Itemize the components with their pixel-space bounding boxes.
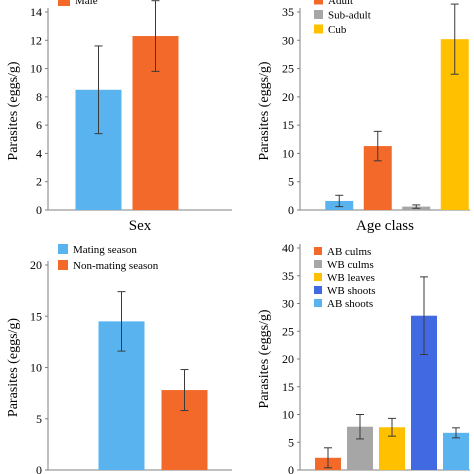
chart-2-y-tick-label-3: 15 [282, 118, 294, 132]
chart-4-y-tick-label-4: 20 [282, 352, 294, 366]
chart-4-y-tick-label-6: 30 [282, 297, 294, 311]
chart-4-y-tick-label-1: 5 [288, 435, 294, 449]
chart-1-y-tick-label-3: 6 [36, 118, 42, 132]
chart-1-y-tick-label-5: 10 [30, 62, 42, 76]
chart-4-legend-swatch-3 [314, 273, 322, 281]
chart-2-legend-swatch-3 [314, 24, 323, 34]
chart-4-legend-label-4: WB shoots [327, 285, 376, 297]
chart-2-y-tick-label-1: 5 [288, 175, 294, 189]
chart-4-legend-label-2: WB culms [327, 259, 374, 271]
chart-2-y-tick-label-2: 10 [282, 146, 294, 160]
chart-1-y-axis-label: Parasites (eggs/g) [6, 61, 21, 160]
chart-2-legend-swatch-1 [314, 0, 323, 5]
chart-1-y-tick-label-6: 12 [30, 33, 42, 47]
chart-2-y-tick-label-7: 35 [282, 5, 294, 19]
chart-2-y-axis-label: Parasites (eggs/g) [257, 61, 272, 160]
chart-2-legend-label-3: Cub [328, 24, 347, 36]
chart-1-y-tick-label-7: 14 [30, 5, 42, 19]
chart-2-y-tick-label-0: 0 [288, 203, 294, 217]
chart-2-y-tick-label-4: 20 [282, 90, 294, 104]
chart-4-y-axis-label: Parasites (eggs/g) [257, 309, 272, 408]
chart-4-legend-swatch-5 [314, 299, 322, 307]
chart-1-x-axis-label: Sex [129, 218, 152, 234]
chart-3-y-tick-label-3: 15 [30, 309, 42, 323]
chart-1-y-tick-label-4: 8 [36, 90, 42, 104]
chart-2-legend-label-1: Adult [328, 0, 353, 7]
chart-3-y-tick-label-1: 5 [36, 412, 42, 426]
chart-1-legend-swatch-1 [58, 0, 70, 6]
chart-4-y-tick-label-0: 0 [288, 463, 294, 474]
chart-4-y-tick-label-7: 35 [282, 269, 294, 283]
chart-2-legend-label-2: Sub-adult [328, 10, 371, 22]
chart-4-legend-label-1: AB culms [327, 246, 371, 258]
chart-4-y-tick-label-8: 40 [282, 241, 294, 255]
chart-3-legend-swatch-1 [58, 244, 68, 254]
chart-4-y-tick-label-5: 25 [282, 324, 294, 338]
chart-4-y-tick-label-2: 10 [282, 408, 294, 422]
chart-3-legend-swatch-2 [58, 260, 68, 270]
chart-1-y-tick-label-2: 4 [36, 146, 42, 160]
chart-1-legend-label-1: Male [75, 0, 98, 7]
chart-3-y-axis-label: Parasites (eggs/g) [6, 318, 21, 417]
chart-3-legend-label-1: Mating season [73, 244, 137, 256]
chart-1-y-tick-label-1: 2 [36, 175, 42, 189]
chart-4-legend-swatch-4 [314, 286, 322, 294]
chart-3-y-tick-label-2: 10 [30, 361, 42, 375]
chart-2-y-tick-label-5: 25 [282, 62, 294, 76]
chart-4-legend-label-3: WB leaves [327, 272, 375, 284]
chart-1-y-tick-label-0: 0 [36, 203, 42, 217]
chart-3-y-tick-label-0: 0 [36, 463, 42, 474]
chart-3-y-tick-label-4: 20 [30, 258, 42, 272]
chart-4-legend-swatch-2 [314, 260, 322, 268]
chart-2-legend-swatch-2 [314, 10, 323, 19]
chart-2-y-tick-label-6: 30 [282, 33, 294, 47]
chart-4-legend-swatch-1 [314, 247, 322, 255]
chart-3-legend-label-2: Non-mating season [73, 260, 159, 272]
chart-4-legend-label-5: AB shoots [327, 298, 373, 310]
chart-4-y-tick-label-3: 15 [282, 380, 294, 394]
chart-4-bar-5 [443, 432, 469, 470]
chart-2-x-axis-label: Age class [356, 218, 414, 234]
